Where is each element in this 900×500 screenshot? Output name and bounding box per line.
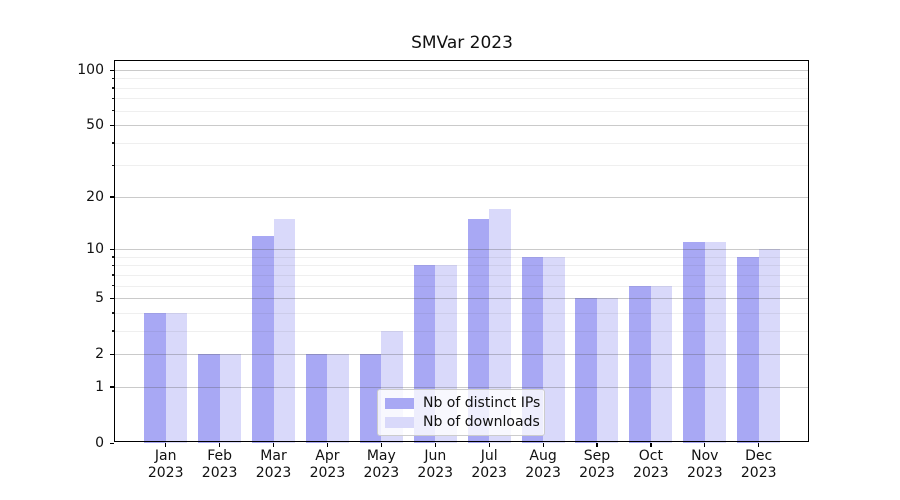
x-tick-mark: [434, 443, 436, 447]
bar-ips-nov: [683, 242, 705, 443]
bar-ips-may: [359, 354, 382, 443]
y-tick-mark: [110, 442, 114, 444]
x-tick-label: Aug 2023: [525, 448, 561, 481]
y-tick-label: 100: [77, 62, 104, 78]
y-tick-mark: [110, 297, 114, 299]
x-tick-label: May 2023: [363, 448, 400, 481]
x-tick-label: Apr 2023: [309, 448, 346, 481]
x-tick-label: Dec 2023: [740, 448, 777, 481]
y-tick-label: 20: [86, 188, 104, 205]
y-tick-label: 50: [86, 117, 104, 134]
y-tick-mark-minor: [111, 97, 114, 100]
y-tick-mark-minor: [111, 285, 114, 287]
x-tick-label: Oct 2023: [633, 448, 669, 481]
y-tick-label: 0: [95, 435, 104, 451]
x-tick-mark: [326, 443, 329, 447]
chart-title: SMVar 2023: [411, 33, 513, 53]
gridline-minor: [115, 110, 809, 112]
gridline-minor: [115, 142, 809, 144]
y-tick-mark-minor: [111, 110, 114, 112]
x-tick-mark: [273, 443, 275, 447]
legend-swatch-downloads: [385, 416, 414, 428]
y-tick-mark-minor: [111, 164, 114, 167]
y-tick-mark: [110, 353, 114, 355]
bar-ips-jul: [467, 218, 490, 443]
bar-downloads-jan: [165, 312, 188, 443]
x-tick-mark: [704, 443, 706, 447]
legend-label-downloads: Nb of downloads: [423, 414, 540, 430]
y-tick-label: 1: [95, 378, 104, 395]
x-tick-label: Nov 2023: [686, 448, 723, 481]
y-tick-mark: [110, 124, 114, 126]
legend-swatch-distinct-ips: [385, 397, 414, 409]
x-tick-label: Jun 2023: [417, 448, 454, 481]
bar-downloads-feb: [219, 354, 242, 443]
gridline-major: [115, 70, 809, 71]
x-tick-mark: [165, 443, 167, 447]
bar-ips-apr: [305, 354, 328, 443]
x-tick-mark: [596, 443, 598, 447]
y-tick-label: 5: [95, 290, 104, 307]
bar-downloads-nov: [704, 242, 727, 443]
bar-downloads-apr: [327, 354, 349, 443]
bar-downloads-jul: [489, 209, 511, 443]
bar-ips-feb: [198, 354, 220, 443]
bar-ips-mar: [252, 235, 274, 443]
y-tick-mark: [110, 248, 114, 250]
gridline-major: [115, 196, 809, 198]
bar-downloads-mar: [273, 218, 296, 443]
legend-item-distinct-ips: Nb of distinct IPs: [385, 395, 544, 411]
y-tick-mark-minor: [111, 274, 114, 276]
bar-ips-jan: [144, 312, 166, 443]
bar-downloads-aug: [543, 256, 565, 443]
gridline-minor: [115, 87, 809, 89]
y-tick-mark-minor: [111, 330, 114, 332]
y-tick-mark-minor: [111, 256, 114, 258]
x-tick-label: Jul 2023: [471, 448, 507, 481]
y-tick-label: 2: [95, 346, 104, 363]
x-tick-mark: [650, 443, 652, 447]
y-tick-mark: [110, 69, 114, 71]
bar-ips-dec: [737, 256, 759, 443]
y-tick-label: 10: [86, 241, 104, 258]
bar-ips-sep: [575, 298, 597, 443]
gridline-minor: [115, 98, 809, 100]
x-tick-label: Jan 2023: [147, 448, 184, 481]
x-tick-label: Feb 2023: [201, 448, 238, 481]
gridline-major: [115, 125, 809, 127]
y-tick-mark-minor: [111, 87, 114, 89]
bar-downloads-sep: [596, 298, 619, 443]
gridline-minor: [115, 165, 809, 167]
y-tick-mark-minor: [111, 312, 114, 314]
y-tick-mark-minor: [111, 142, 114, 144]
y-tick-mark: [110, 386, 114, 388]
y-tick-mark-minor: [111, 264, 114, 267]
bar-downloads-oct: [650, 285, 673, 443]
gridline-minor: [115, 78, 809, 80]
y-tick-mark-minor: [111, 77, 114, 80]
x-tick-mark: [542, 443, 544, 447]
x-tick-label: Mar 2023: [255, 448, 292, 481]
legend-label-distinct-ips: Nb of distinct IPs: [423, 395, 541, 411]
legend-item-downloads: Nb of downloads: [385, 414, 544, 430]
x-tick-label: Sep 2023: [579, 448, 615, 481]
x-tick-mark: [219, 443, 221, 447]
x-tick-mark: [380, 443, 383, 447]
x-tick-mark: [488, 443, 490, 447]
bar-ips-oct: [629, 285, 651, 443]
y-tick-mark: [110, 196, 114, 198]
x-tick-mark: [758, 443, 760, 447]
legend: Nb of distinct IPs Nb of downloads: [377, 389, 545, 436]
bar-downloads-dec: [758, 249, 781, 443]
